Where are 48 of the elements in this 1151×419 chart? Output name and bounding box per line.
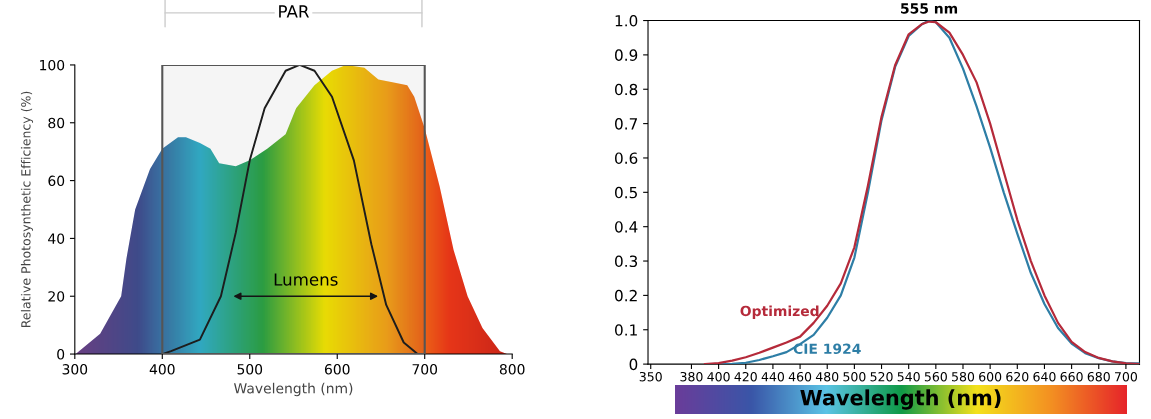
x-tick-label: 480 — [815, 371, 839, 382]
y-tick-label: 0.3 — [615, 255, 638, 268]
y-tick-label: 0.2 — [615, 289, 637, 302]
x-tick-label: 660 — [1060, 371, 1083, 382]
y-tick-label: 20 — [48, 291, 65, 302]
y-tick-label: 0 — [57, 349, 65, 360]
y-tick-label: 80 — [48, 117, 65, 129]
x-axis-title: Wavelength (nm) — [233, 382, 353, 397]
x-tick-label: 460 — [788, 371, 812, 382]
x-tick-label: 520 — [870, 371, 893, 382]
x-tick-label: 600 — [979, 371, 1002, 382]
x-tick-label: 350 — [639, 371, 662, 382]
x-tick-label: 500 — [843, 371, 866, 382]
x-tick-label: 380 — [680, 371, 703, 382]
band-label: PAR — [279, 5, 310, 18]
annotation: Lumens — [274, 273, 338, 286]
x-tick-label: 700 — [412, 364, 438, 375]
x-tick-label: 440 — [761, 371, 785, 382]
y-tick-label: 0.6 — [615, 152, 638, 164]
y-tick-label: 0.5 — [615, 186, 637, 199]
x-tick-label: 500 — [237, 364, 263, 375]
x-tick-label: 600 — [324, 364, 350, 375]
y-axis-title: Relative Photosynthetic Efficiency (%) — [20, 91, 34, 328]
x-tick-label: 300 — [62, 364, 88, 375]
series-label: Optimized — [740, 305, 819, 319]
y-tick-label: 40 — [48, 233, 65, 244]
x-tick-label: 400 — [149, 364, 175, 375]
x-axis-title: Wavelength (nm) — [800, 389, 1001, 410]
y-tick-label: 0.9 — [615, 49, 638, 61]
x-tick-label: 800 — [499, 364, 525, 375]
y-tick-label: 0.8 — [615, 83, 638, 96]
x-tick-label: 700 — [1115, 371, 1138, 382]
x-tick-label: 680 — [1087, 371, 1110, 382]
x-tick-label: 420 — [734, 371, 757, 382]
x-tick-label: 540 — [897, 371, 920, 382]
y-tick-label: 0.1 — [615, 324, 637, 336]
annotation: 555 nm — [901, 3, 958, 14]
y-tick-label: 60 — [48, 175, 65, 187]
y-tick-label: 1.0 — [615, 15, 638, 27]
x-tick-label: 400 — [707, 371, 730, 382]
x-tick-label: 560 — [924, 371, 947, 382]
x-tick-label: 640 — [1033, 371, 1056, 382]
x-tick-label: 620 — [1006, 371, 1029, 382]
y-tick-label: 0.4 — [615, 221, 638, 233]
y-tick-label: 0.7 — [615, 118, 637, 130]
x-tick-label: 580 — [952, 371, 975, 382]
y-tick-label: 100 — [40, 59, 65, 71]
y-tick-label: 0 — [629, 358, 638, 371]
